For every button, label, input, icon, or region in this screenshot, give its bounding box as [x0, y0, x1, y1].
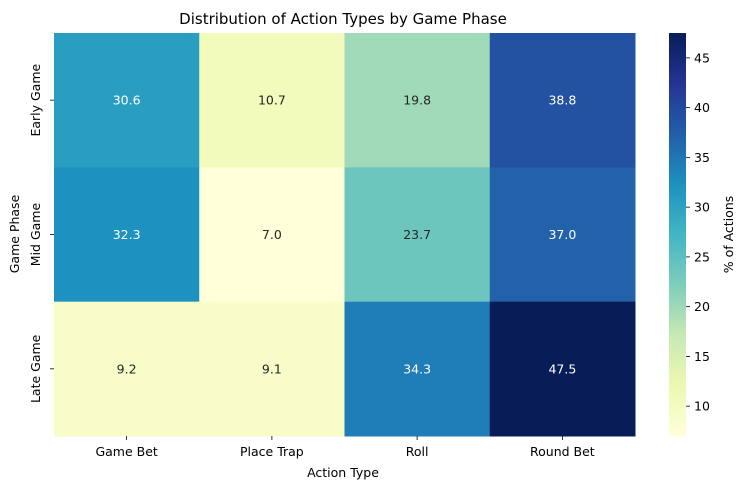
heatmap-cells: 30.6 10.7 19.8 38.8 32.3 7.0 23.7 37.0 9.2 9.1 34.…	[54, 33, 636, 437]
cell-value-label: 32.3	[113, 227, 141, 242]
colorbar-tick-label: 15	[694, 349, 710, 364]
colorbar-tick-label: 25	[694, 249, 710, 264]
x-tick-label: Place Trap	[240, 444, 304, 459]
colorbar-tick-label: 45	[694, 50, 710, 65]
colorbar-tick-label: 40	[694, 100, 710, 115]
colorbar	[669, 33, 686, 436]
x-axis: Game Bet Place Trap Roll Round Bet	[95, 436, 594, 459]
colorbar-tick-label: 30	[694, 200, 710, 215]
cell-value-label: 34.3	[403, 361, 431, 376]
y-tick-label: Late Game	[28, 334, 43, 403]
cell-value-label: 23.7	[403, 227, 431, 242]
y-axis: Early Game Mid Game Late Game	[28, 63, 54, 403]
cell-value-label: 10.7	[258, 93, 286, 108]
cell-value-label: 7.0	[262, 227, 282, 242]
cell-value-label: 9.1	[262, 361, 282, 376]
colorbar-label: % of Actions	[721, 196, 736, 274]
y-tick-label: Early Game	[28, 63, 43, 136]
cell-value-label: 19.8	[403, 93, 431, 108]
x-axis-label: Action Type	[307, 465, 379, 480]
x-tick-label: Roll	[406, 444, 429, 459]
x-tick-label: Round Bet	[530, 444, 595, 459]
chart-title: Distribution of Action Types by Game Pha…	[179, 10, 507, 28]
cell-value-label: 47.5	[548, 361, 576, 376]
colorbar-tick-label: 20	[694, 299, 710, 314]
cell-value-label: 38.8	[548, 93, 576, 108]
y-axis-label: Game Phase	[7, 194, 22, 273]
cell-value-label: 37.0	[548, 227, 576, 242]
y-tick-label: Mid Game	[28, 203, 43, 267]
x-tick-label: Game Bet	[95, 444, 157, 459]
colorbar-tick-label: 10	[694, 399, 710, 414]
colorbar-tick-label: 35	[694, 150, 710, 165]
cell-value-label: 30.6	[113, 93, 141, 108]
cell-value-label: 9.2	[117, 361, 137, 376]
colorbar-ticks: 10 15 20 25 30 35 40 45	[686, 50, 710, 413]
